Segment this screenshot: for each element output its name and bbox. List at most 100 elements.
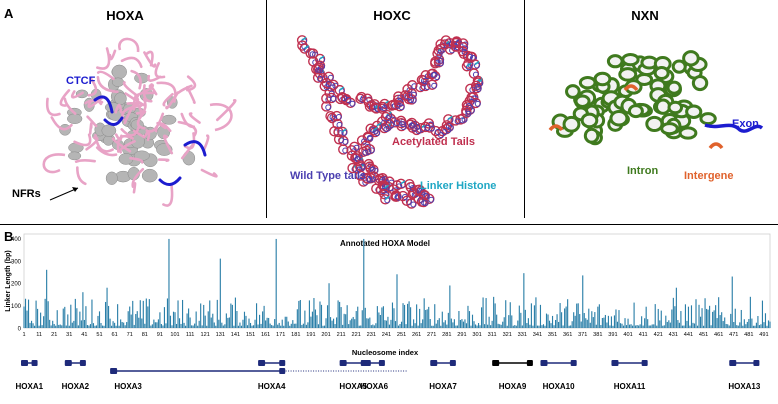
fiber-segment [157,158,170,163]
linker-bar [38,325,40,328]
x-tick-label: 321 [503,332,512,338]
linker-bar [325,318,327,328]
fiber-segment [108,49,117,61]
x-tick-label: 161 [261,332,270,338]
nxn-nucleosome [606,54,624,69]
nucleosome [103,135,114,146]
linker-bar [656,325,658,328]
hoxc-tail [325,81,332,88]
linker-bar [278,322,280,328]
gene-label: HOXA1 [16,382,44,391]
linker-bar [755,322,757,328]
linker-bar [564,308,566,328]
gene-exon [363,360,371,366]
linker-bar [699,316,702,328]
linker-bar [263,305,265,328]
linker-bar [736,325,738,328]
hoxc-tail [441,129,448,136]
linker-bar [372,324,374,328]
linker-bar [331,320,333,328]
nxn-nucleosome [578,75,597,90]
linker-bar [653,324,655,328]
linker-bar [343,313,345,328]
linker-bar [139,300,141,328]
linker-bar [265,320,267,328]
linker-bar [222,325,224,328]
linker-bar [212,313,214,328]
linker-bar [52,320,54,328]
linker-bar [181,299,184,328]
linker-histone-mark [466,62,472,67]
linker-bar [73,320,75,328]
nucleosome [161,114,177,125]
linker-bar [628,324,631,328]
nucleosome [105,171,118,185]
linker-bar [138,317,140,328]
linker-bar [349,320,351,328]
linker-bar [286,316,288,328]
linker-bar [743,319,745,328]
x-tick-label: 81 [142,332,148,338]
linker-bar [26,310,28,328]
linker-bar [576,303,578,328]
gene-label: HOXA9 [499,382,527,391]
linker-bar [533,305,535,328]
linker-bar [65,325,67,328]
linker-bar [484,324,486,328]
gene-label: HOXA10 [543,382,576,391]
linker-bar [218,319,220,328]
hoxc-tail [424,124,431,131]
linker-bar [302,323,304,328]
y-tick-label: 100 [11,304,22,310]
linker-bar [115,325,117,328]
linker-bar [613,315,616,328]
linker-bar [686,320,688,328]
nxn-nucleosome [671,59,687,74]
linker-bar [603,317,605,328]
linker-bar [567,299,569,328]
hoxa-structure [42,37,237,207]
linker-bar [373,325,375,328]
gene-label: HOXA2 [62,382,90,391]
linker-bar [130,314,132,328]
x-tick-label: 1 [22,332,25,338]
linker-bar [674,306,676,328]
linker-bar [508,315,510,328]
x-tick-label: 381 [593,332,602,338]
nxn-nucleosome [627,104,644,119]
linker-bar [180,323,182,328]
linker-bar [514,325,516,328]
linker-bar [671,309,673,328]
linker-bar [314,309,317,328]
linker-bar [523,273,525,328]
linker-bar [390,319,392,328]
linker-bar [494,303,496,328]
linker-bar [394,321,397,328]
linker-bar [326,305,329,328]
linker-bar [61,325,63,328]
gene-label: HOXA7 [429,382,457,391]
hoxc-tail [411,83,418,90]
linker-bar [194,323,196,328]
linker-bar [68,325,70,328]
linker-bar [447,312,449,328]
linker-bar [129,306,131,328]
linker-bar [749,296,751,328]
gene-exon [279,360,286,366]
linker-bar [438,318,440,328]
linker-bar [761,300,764,328]
linker-bar [206,325,208,328]
x-tick-label: 401 [623,332,632,338]
linker-bar [473,321,475,328]
linker-bar [272,325,274,328]
hoxc-tail [474,100,481,107]
x-tick-label: 311 [488,332,497,338]
linker-bar [262,311,264,328]
linker-bar [91,299,93,328]
x-tick-label: 41 [81,332,87,338]
linker-bar [559,303,561,328]
linker-bar [260,323,262,328]
hoxc-structure [296,35,484,209]
linker-bar [730,313,732,328]
x-tick-label: 491 [759,332,768,338]
